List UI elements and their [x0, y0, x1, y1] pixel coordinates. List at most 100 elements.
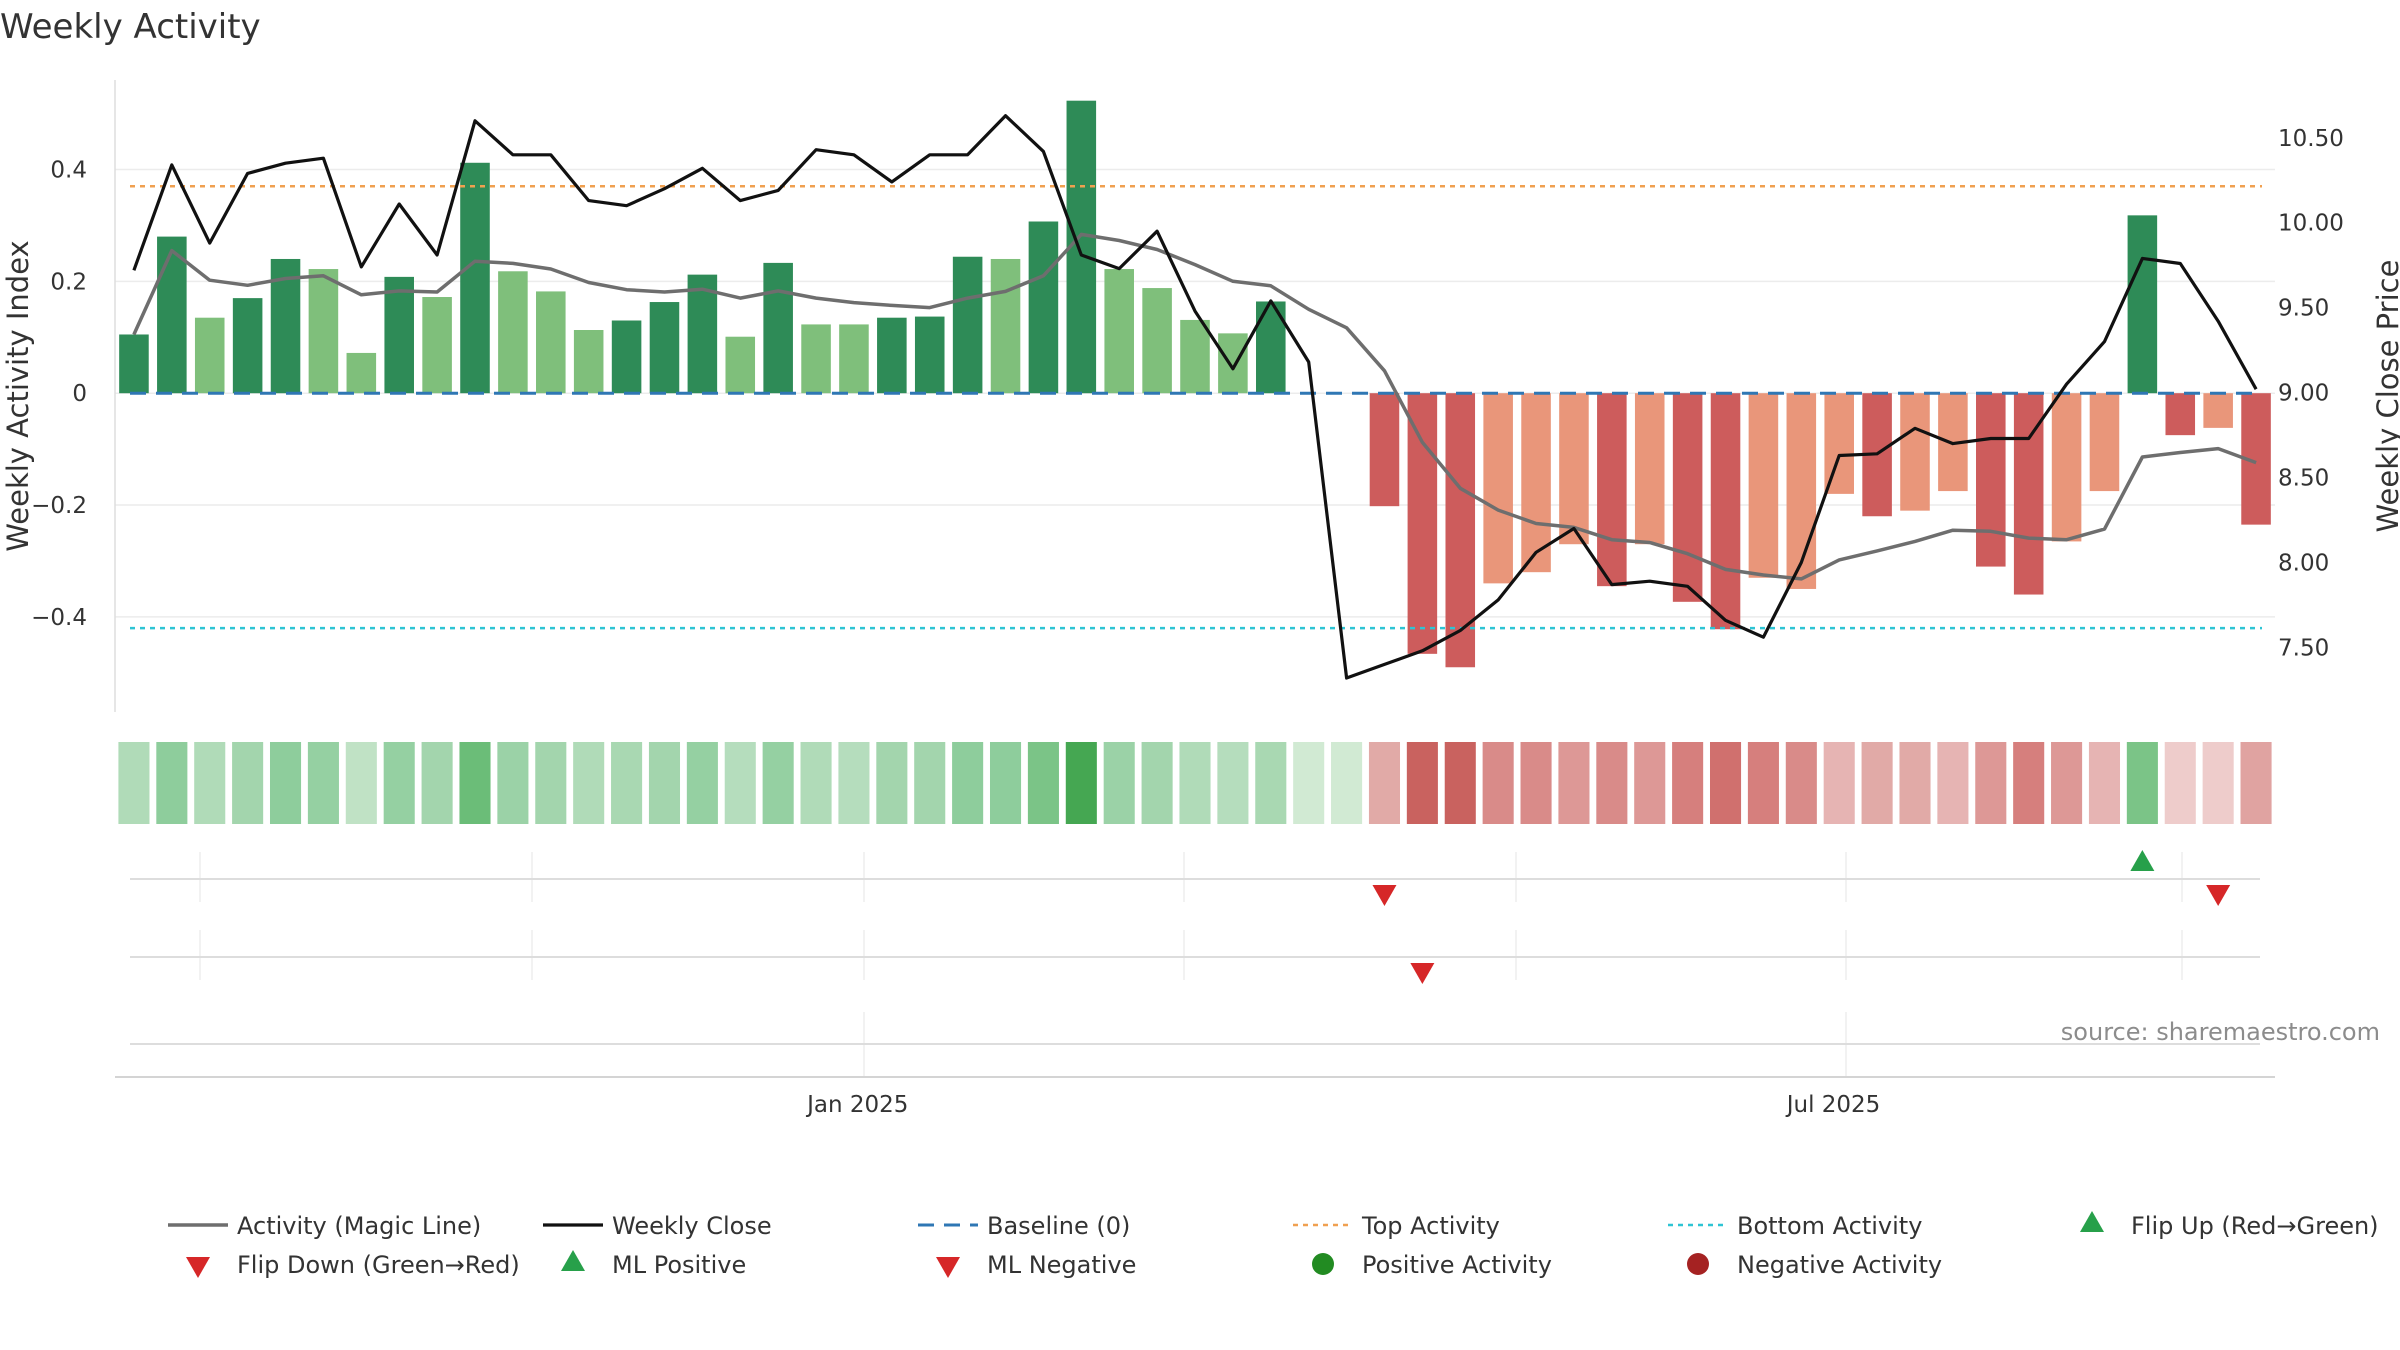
activity-bar	[346, 352, 377, 394]
activity-strip-cell	[1027, 742, 1059, 824]
activity-strip-cell	[1217, 742, 1249, 824]
activity-strip-cell	[1482, 742, 1514, 824]
chart-title: Weekly Activity	[0, 7, 261, 47]
activity-strip-cell	[1065, 742, 1097, 824]
weekly-close-series	[132, 114, 2258, 680]
y-tick-label: −0.4	[31, 605, 87, 631]
y-tick-label: −0.2	[31, 493, 87, 519]
activity-strip-cell	[1861, 742, 1893, 824]
legend-label: Activity (Magic Line)	[237, 1212, 481, 1240]
x-tick-label: Jan 2025	[805, 1092, 908, 1118]
activity-strip-cell	[800, 742, 832, 824]
activity-bar	[1142, 288, 1172, 394]
activity-strip-cell	[1558, 742, 1590, 824]
y2-tick-label: 9.00	[2278, 381, 2329, 407]
flip-up-marker	[2130, 850, 2155, 871]
activity-bar	[1483, 393, 1513, 584]
activity-bar	[1900, 393, 1930, 511]
activity-bar	[232, 298, 263, 394]
activity-strip-cell	[535, 742, 567, 824]
activity-strip-cell	[1293, 742, 1325, 824]
activity-strip-cell	[876, 742, 908, 824]
activity-bar	[157, 236, 187, 394]
activity-bar	[687, 274, 718, 394]
activity-strip-cell	[1975, 742, 2007, 824]
y-tick-label: 0	[72, 381, 87, 407]
activity-strip-cell	[118, 742, 150, 824]
activity-strip-cell	[914, 742, 946, 824]
activity-bar	[2165, 393, 2196, 436]
y-tick-label: 0.4	[50, 157, 87, 183]
legend-marker	[936, 1257, 960, 1278]
legend-label: Negative Activity	[1737, 1251, 1942, 1279]
activity-strip-cell	[2126, 742, 2158, 824]
activity-bar	[308, 269, 339, 394]
legend: Activity (Magic Line) Weekly Close Baselin…	[168, 1211, 2379, 1279]
legend-marker	[2080, 1211, 2104, 1232]
signal-panels	[115, 850, 2275, 1078]
activity-bar	[990, 258, 1021, 394]
activity-strip-cell	[232, 742, 264, 824]
legend-label: Flip Up (Red→Green)	[2131, 1212, 2379, 1240]
activity-bar	[952, 256, 983, 394]
y2-tick-label: 8.50	[2278, 466, 2329, 492]
activity-bar	[1104, 269, 1134, 394]
activity-strip-cell	[1331, 742, 1363, 824]
activity-bar	[1597, 393, 1627, 587]
activity-bar	[460, 162, 490, 394]
activity-bar	[1710, 393, 1741, 630]
activity-strip-cell	[1520, 742, 1552, 824]
activity-bar	[839, 324, 869, 394]
activity-strip-cell	[1103, 742, 1135, 824]
legend-label: ML Positive	[612, 1251, 746, 1279]
activity-bar	[1218, 333, 1248, 394]
activity-strip-cell	[762, 742, 794, 824]
activity-strip-cell	[1899, 742, 1931, 824]
y2-tick-label: 10.50	[2278, 126, 2344, 152]
activity-bar	[1180, 319, 1210, 394]
activity-bar	[536, 291, 566, 394]
y2-tick-label: 9.50	[2278, 296, 2329, 322]
activity-strip-cell	[497, 742, 529, 824]
activity-strip-cell	[1709, 742, 1742, 824]
legend-label: Bottom Activity	[1737, 1212, 1922, 1240]
activity-strip-cell	[648, 742, 681, 824]
activity-strip-cell	[1255, 742, 1287, 824]
activity-strip-cell	[345, 742, 377, 824]
activity-strip-cell	[1747, 742, 1779, 824]
activity-strip-cell	[2013, 742, 2045, 824]
y2-tick-label: 10.00	[2278, 211, 2344, 237]
activity-strip-cell	[2051, 742, 2083, 824]
activity-bar	[2051, 393, 2082, 542]
legend-label: Baseline (0)	[987, 1212, 1130, 1240]
activity-bar	[611, 320, 642, 394]
legend-marker	[186, 1257, 210, 1278]
magic-line-series	[132, 232, 2257, 581]
y2-tick-label: 7.50	[2278, 635, 2329, 661]
y-tick-label: 0.2	[50, 269, 87, 295]
activity-bar	[2127, 215, 2158, 394]
activity-bar	[1748, 393, 1779, 578]
activity-bar	[1028, 221, 1059, 394]
y-axis-title: Weekly Activity Index	[1, 240, 35, 551]
activity-strip-cell	[1672, 742, 1704, 824]
activity-bar	[1369, 393, 1400, 507]
activity-strip-cell	[156, 742, 188, 824]
legend-label: Flip Down (Green→Red)	[237, 1251, 520, 1279]
activity-bar	[649, 302, 680, 394]
activity-strip-cell	[1937, 742, 1969, 824]
activity-strip-cell	[2164, 742, 2196, 824]
activity-bar	[1672, 393, 1703, 602]
activity-bar	[1824, 393, 1854, 494]
activity-strip-cell	[989, 742, 1022, 824]
activity-strip-cell	[1406, 742, 1438, 824]
activity-bar	[573, 330, 604, 394]
activity-strip-cell	[1141, 742, 1173, 824]
activity-strip-cell	[1596, 742, 1628, 824]
legend-label: ML Negative	[987, 1251, 1136, 1279]
activity-strip-cell	[1444, 742, 1476, 824]
activity-bar	[801, 324, 831, 394]
legend-label: Weekly Close	[612, 1212, 772, 1240]
ml-negative-marker	[1410, 963, 1435, 984]
